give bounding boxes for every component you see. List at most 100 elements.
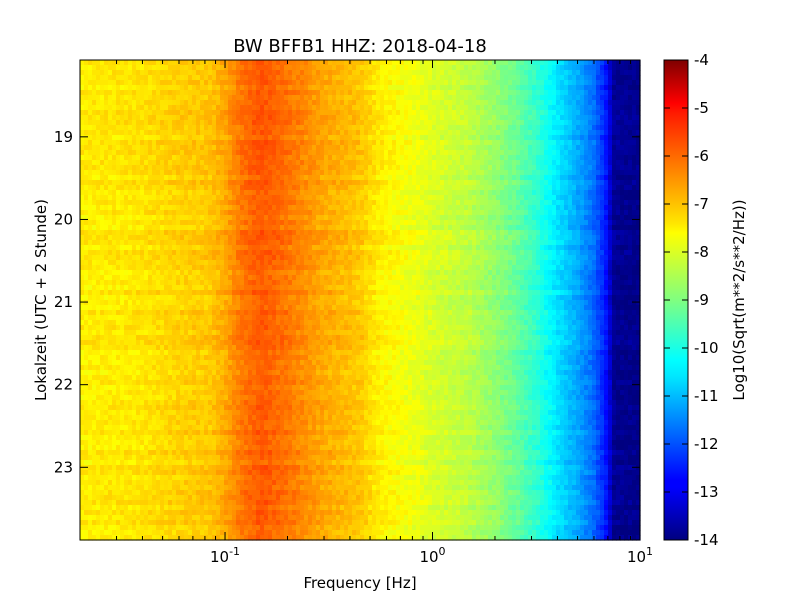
heatmap-cell bbox=[400, 115, 405, 121]
heatmap-cell bbox=[440, 215, 445, 221]
heatmap-cell bbox=[588, 80, 593, 86]
heatmap-cell bbox=[572, 190, 577, 196]
heatmap-cell bbox=[520, 230, 525, 236]
heatmap-cell bbox=[176, 120, 181, 126]
heatmap-cell bbox=[372, 95, 377, 101]
heatmap-cell bbox=[292, 95, 297, 101]
heatmap-cell bbox=[300, 230, 305, 236]
heatmap-cell bbox=[320, 130, 325, 136]
heatmap-cell bbox=[484, 205, 489, 211]
heatmap-cell bbox=[572, 180, 577, 186]
heatmap-cell bbox=[92, 205, 97, 211]
heatmap-cell bbox=[368, 185, 373, 191]
heatmap-cell bbox=[140, 210, 145, 216]
heatmap-cell bbox=[184, 105, 189, 111]
heatmap-cell bbox=[420, 115, 425, 121]
heatmap-cell bbox=[496, 215, 501, 221]
heatmap-cell bbox=[224, 160, 229, 166]
heatmap-cell bbox=[400, 120, 405, 126]
heatmap-cell bbox=[368, 190, 373, 196]
heatmap-cell bbox=[244, 165, 249, 171]
heatmap-cell bbox=[288, 115, 293, 121]
heatmap-cell bbox=[472, 140, 477, 146]
heatmap-cell bbox=[632, 165, 637, 171]
heatmap-cell bbox=[392, 100, 397, 106]
heatmap-cell bbox=[220, 195, 225, 201]
heatmap-cell bbox=[596, 195, 601, 201]
heatmap-cell bbox=[304, 175, 309, 181]
heatmap-cell bbox=[208, 125, 213, 131]
heatmap-cell bbox=[560, 100, 565, 106]
heatmap-cell bbox=[400, 60, 405, 66]
heatmap-cell bbox=[292, 180, 297, 186]
heatmap-cell bbox=[504, 145, 509, 151]
heatmap-cell bbox=[188, 130, 193, 136]
heatmap-cell bbox=[472, 185, 477, 191]
heatmap-cell bbox=[192, 120, 197, 126]
heatmap-cell bbox=[176, 80, 181, 86]
heatmap-cell bbox=[636, 105, 641, 111]
heatmap-cell bbox=[180, 135, 185, 141]
heatmap-cell bbox=[608, 100, 613, 106]
heatmap-cell bbox=[212, 210, 217, 216]
heatmap-cell bbox=[208, 60, 213, 66]
heatmap-cell bbox=[524, 130, 529, 136]
heatmap-cell bbox=[368, 155, 373, 161]
heatmap-cell bbox=[600, 195, 605, 201]
heatmap-cell bbox=[300, 60, 305, 66]
heatmap-cell bbox=[464, 70, 469, 76]
heatmap-cell bbox=[136, 225, 141, 231]
heatmap-cell bbox=[336, 215, 341, 221]
heatmap-cell bbox=[456, 60, 461, 66]
heatmap-cell bbox=[252, 195, 257, 201]
heatmap-cell bbox=[104, 145, 109, 151]
heatmap-cell bbox=[236, 145, 241, 151]
heatmap-cell bbox=[260, 200, 265, 206]
heatmap-cell bbox=[380, 160, 385, 166]
heatmap-cell bbox=[84, 110, 89, 116]
heatmap-cell bbox=[80, 145, 85, 151]
heatmap-cell bbox=[236, 125, 241, 131]
heatmap-cell bbox=[492, 100, 497, 106]
heatmap-cell bbox=[580, 165, 585, 171]
heatmap-cell bbox=[332, 220, 337, 226]
heatmap-cell bbox=[200, 115, 205, 121]
heatmap-cell bbox=[364, 180, 369, 186]
heatmap-cell bbox=[412, 220, 417, 226]
heatmap-cell bbox=[112, 125, 117, 131]
heatmap-cell bbox=[460, 125, 465, 131]
heatmap-cell bbox=[276, 235, 281, 241]
heatmap-cell bbox=[124, 200, 129, 206]
heatmap-cell bbox=[88, 175, 93, 181]
heatmap-cell bbox=[336, 160, 341, 166]
heatmap-cell bbox=[312, 155, 317, 161]
heatmap-cell bbox=[540, 195, 545, 201]
heatmap-cell bbox=[244, 110, 249, 116]
heatmap-cell bbox=[600, 150, 605, 156]
heatmap-cell bbox=[368, 215, 373, 221]
heatmap-cell bbox=[280, 85, 285, 91]
heatmap-cell bbox=[360, 135, 365, 141]
heatmap-cell bbox=[400, 195, 405, 201]
heatmap-cell bbox=[116, 135, 121, 141]
heatmap-cell bbox=[512, 200, 517, 206]
heatmap-cell bbox=[168, 120, 173, 126]
heatmap-cell bbox=[548, 85, 553, 91]
heatmap-cell bbox=[532, 180, 537, 186]
heatmap-cell bbox=[596, 175, 601, 181]
heatmap-cell bbox=[448, 120, 453, 126]
heatmap-cell bbox=[432, 170, 437, 176]
heatmap-cell bbox=[364, 105, 369, 111]
heatmap-cell bbox=[484, 125, 489, 131]
heatmap-cell bbox=[360, 235, 365, 241]
heatmap-cell bbox=[136, 150, 141, 156]
heatmap-cell bbox=[476, 100, 481, 106]
heatmap-cell bbox=[468, 230, 473, 236]
heatmap-cell bbox=[288, 210, 293, 216]
heatmap-cell bbox=[636, 215, 641, 221]
heatmap-cell bbox=[448, 180, 453, 186]
heatmap-cell bbox=[620, 80, 625, 86]
heatmap-cell bbox=[580, 155, 585, 161]
heatmap-cell bbox=[524, 80, 529, 86]
heatmap-cell bbox=[564, 75, 569, 81]
